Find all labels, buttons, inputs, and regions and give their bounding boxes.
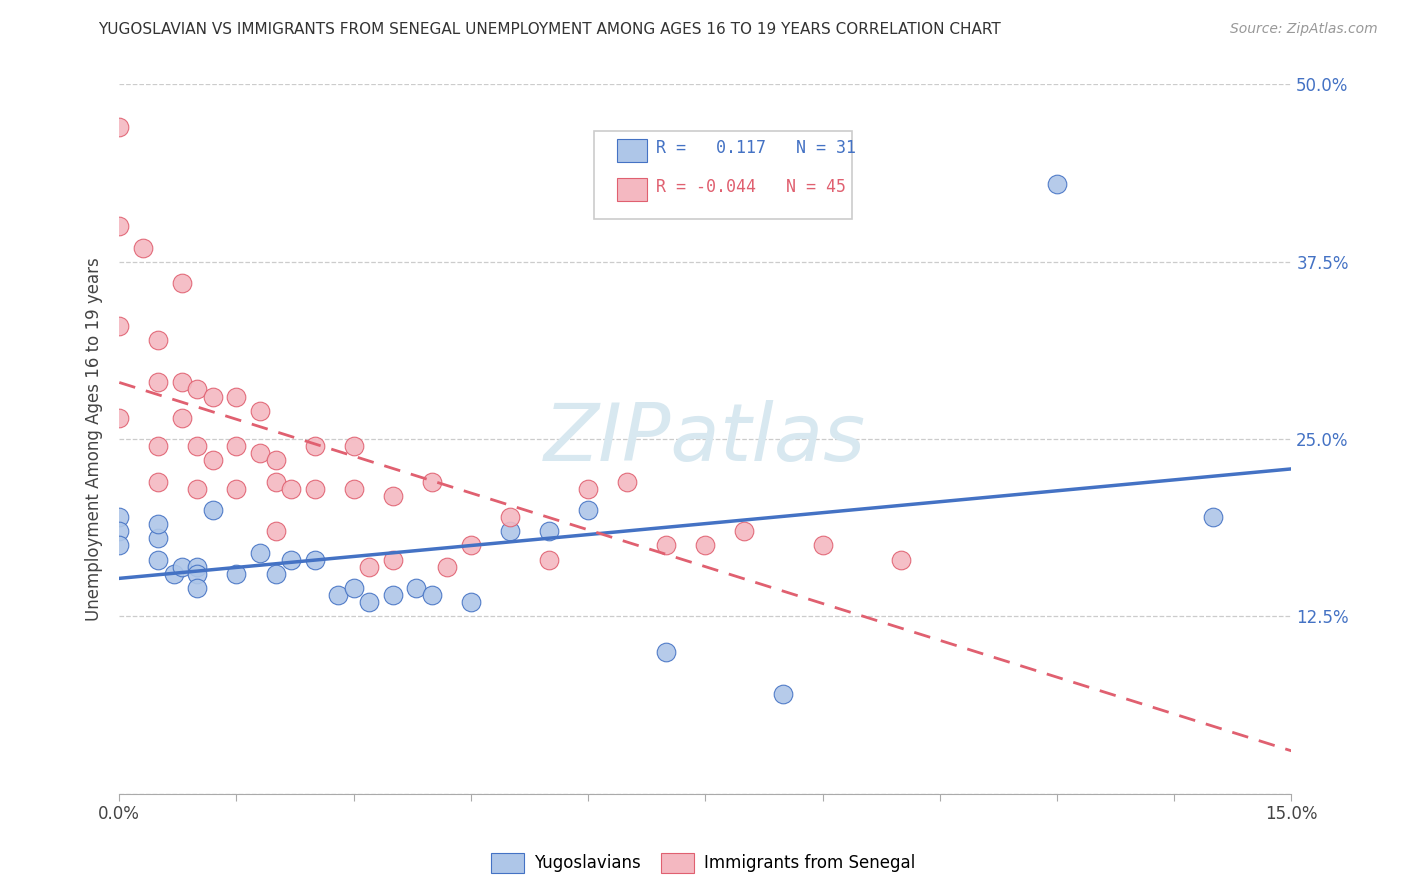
Point xyxy=(249,545,271,559)
Point xyxy=(170,276,193,290)
Point xyxy=(343,482,366,496)
Point xyxy=(811,538,834,552)
Point xyxy=(381,489,404,503)
Point xyxy=(225,566,247,581)
Point xyxy=(108,219,131,234)
Point xyxy=(148,376,170,390)
Point xyxy=(202,503,225,517)
Point xyxy=(381,552,404,566)
Point xyxy=(460,595,482,609)
Point xyxy=(655,645,678,659)
Point xyxy=(381,588,404,602)
Point xyxy=(1202,510,1225,524)
Point xyxy=(186,566,208,581)
Point xyxy=(264,475,287,489)
Point xyxy=(108,510,131,524)
Point xyxy=(148,552,170,566)
Point xyxy=(405,581,427,595)
Point xyxy=(170,410,193,425)
Point xyxy=(132,241,155,255)
Point xyxy=(225,482,247,496)
Point xyxy=(108,120,131,134)
Point xyxy=(202,453,225,467)
Point xyxy=(108,524,131,539)
Bar xyxy=(617,178,647,202)
Text: R = -0.044   N = 45: R = -0.044 N = 45 xyxy=(657,178,846,196)
Point xyxy=(436,559,458,574)
Point xyxy=(170,376,193,390)
Point xyxy=(537,524,560,539)
Point xyxy=(343,581,366,595)
Point xyxy=(225,390,247,404)
Point xyxy=(616,475,638,489)
Point xyxy=(537,552,560,566)
Point xyxy=(772,687,794,701)
Point xyxy=(420,588,443,602)
Point xyxy=(148,475,170,489)
Point xyxy=(1046,177,1069,191)
Point xyxy=(108,318,131,333)
Point xyxy=(655,538,678,552)
Point xyxy=(890,552,912,566)
Text: YUGOSLAVIAN VS IMMIGRANTS FROM SENEGAL UNEMPLOYMENT AMONG AGES 16 TO 19 YEARS CO: YUGOSLAVIAN VS IMMIGRANTS FROM SENEGAL U… xyxy=(98,22,1001,37)
Point xyxy=(359,595,381,609)
Point xyxy=(108,410,131,425)
Point xyxy=(326,588,349,602)
Point xyxy=(343,439,366,453)
Point xyxy=(460,538,482,552)
Text: ZIPatlas: ZIPatlas xyxy=(544,400,866,478)
Point xyxy=(499,510,522,524)
Point xyxy=(499,524,522,539)
Point xyxy=(148,439,170,453)
Bar xyxy=(617,139,647,162)
Y-axis label: Unemployment Among Ages 16 to 19 years: Unemployment Among Ages 16 to 19 years xyxy=(86,257,103,621)
Point xyxy=(280,482,302,496)
Point xyxy=(420,475,443,489)
Legend: Yugoslavians, Immigrants from Senegal: Yugoslavians, Immigrants from Senegal xyxy=(484,847,922,880)
Point xyxy=(280,552,302,566)
Point xyxy=(202,390,225,404)
Point xyxy=(186,439,208,453)
Point xyxy=(733,524,755,539)
Point xyxy=(359,559,381,574)
Point xyxy=(304,552,326,566)
Point xyxy=(186,581,208,595)
Point xyxy=(264,524,287,539)
Point xyxy=(148,517,170,532)
Point xyxy=(304,482,326,496)
FancyBboxPatch shape xyxy=(593,130,852,219)
Point xyxy=(170,559,193,574)
Point xyxy=(225,439,247,453)
Point xyxy=(249,403,271,417)
Point xyxy=(148,532,170,546)
Point xyxy=(304,439,326,453)
Point xyxy=(576,482,599,496)
Point xyxy=(186,482,208,496)
Point xyxy=(163,566,186,581)
Point xyxy=(108,538,131,552)
Text: R =   0.117   N = 31: R = 0.117 N = 31 xyxy=(657,139,856,157)
Point xyxy=(186,383,208,397)
Point xyxy=(249,446,271,460)
Point xyxy=(695,538,717,552)
Point xyxy=(264,453,287,467)
Point xyxy=(576,503,599,517)
Text: Source: ZipAtlas.com: Source: ZipAtlas.com xyxy=(1230,22,1378,37)
Point xyxy=(264,566,287,581)
Point xyxy=(148,333,170,347)
Point xyxy=(186,559,208,574)
